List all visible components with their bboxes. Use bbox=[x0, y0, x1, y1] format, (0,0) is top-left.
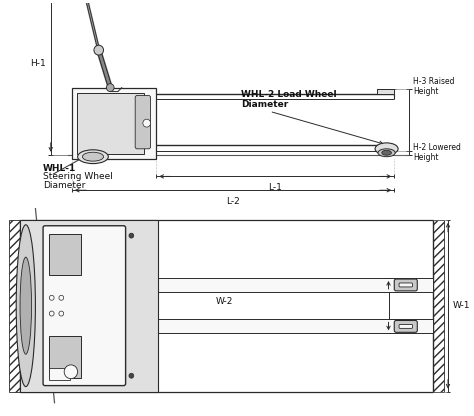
Text: W-2: W-2 bbox=[216, 297, 233, 306]
Text: L-1: L-1 bbox=[268, 183, 282, 192]
Ellipse shape bbox=[82, 152, 103, 161]
Text: Diameter: Diameter bbox=[43, 181, 85, 191]
Bar bbox=[9, 220, 20, 391]
Circle shape bbox=[129, 233, 134, 238]
Circle shape bbox=[64, 365, 78, 379]
FancyBboxPatch shape bbox=[394, 279, 417, 291]
Circle shape bbox=[49, 295, 54, 300]
Circle shape bbox=[94, 45, 103, 55]
Ellipse shape bbox=[375, 143, 398, 155]
Ellipse shape bbox=[16, 225, 36, 386]
Bar bbox=[77, 93, 144, 154]
Bar bbox=[72, 88, 156, 158]
Text: WHL-1: WHL-1 bbox=[43, 163, 76, 173]
Bar bbox=[433, 220, 444, 391]
Circle shape bbox=[59, 295, 64, 300]
Ellipse shape bbox=[382, 150, 392, 155]
FancyBboxPatch shape bbox=[43, 226, 126, 386]
Text: W-1: W-1 bbox=[453, 301, 470, 310]
Bar bbox=[49, 234, 82, 275]
Bar bbox=[158, 319, 433, 333]
FancyBboxPatch shape bbox=[399, 324, 412, 328]
FancyBboxPatch shape bbox=[399, 283, 412, 287]
Bar bbox=[20, 220, 158, 391]
Circle shape bbox=[129, 373, 134, 378]
Text: Steering Wheel: Steering Wheel bbox=[43, 173, 113, 181]
Text: L-2: L-2 bbox=[226, 197, 240, 206]
Bar bbox=[49, 368, 70, 380]
Text: H-3 Raised
Height: H-3 Raised Height bbox=[413, 77, 455, 97]
Circle shape bbox=[59, 311, 64, 316]
Ellipse shape bbox=[20, 257, 32, 354]
Circle shape bbox=[49, 311, 54, 316]
Text: H-2 Lowered
Height: H-2 Lowered Height bbox=[413, 143, 461, 162]
Text: H-1: H-1 bbox=[30, 59, 46, 68]
Ellipse shape bbox=[378, 149, 395, 157]
Circle shape bbox=[106, 84, 114, 92]
FancyBboxPatch shape bbox=[394, 320, 417, 332]
Text: WHL-2 Load Wheel
Diameter: WHL-2 Load Wheel Diameter bbox=[241, 90, 337, 109]
Bar bbox=[49, 336, 82, 378]
Bar bbox=[377, 89, 394, 94]
Ellipse shape bbox=[78, 150, 109, 163]
FancyBboxPatch shape bbox=[135, 96, 151, 149]
Circle shape bbox=[143, 119, 151, 127]
Bar bbox=[158, 278, 433, 292]
